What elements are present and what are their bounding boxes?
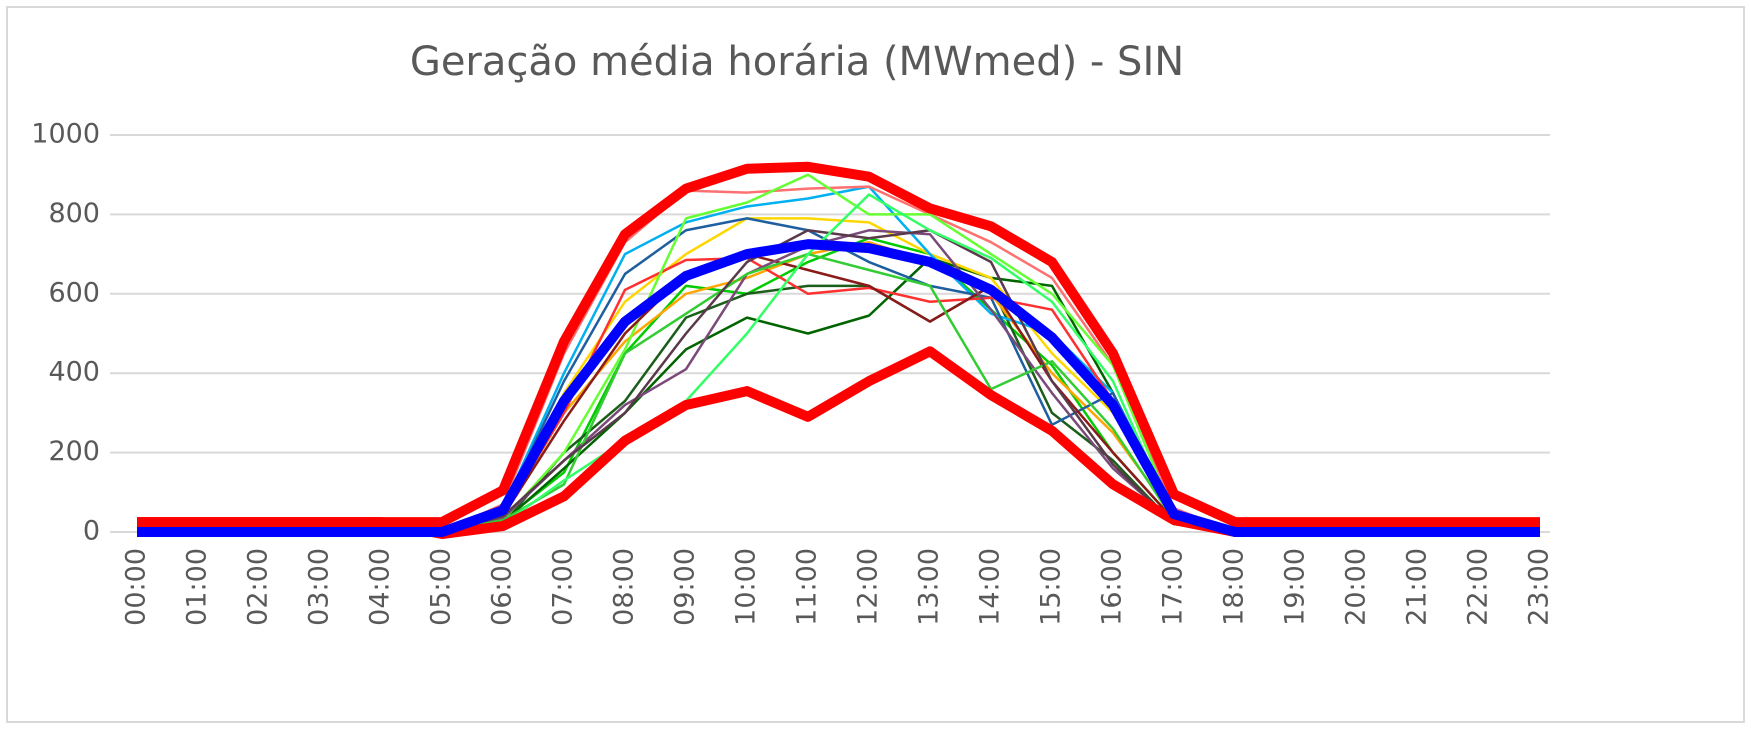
x-tick-label: 05:00 — [426, 548, 457, 626]
x-tick-label: 13:00 — [914, 548, 945, 626]
x-tick-label: 00:00 — [121, 548, 152, 626]
y-tick-label: 800 — [48, 198, 100, 229]
x-tick-label: 22:00 — [1463, 548, 1494, 626]
x-tick-label: 19:00 — [1280, 548, 1311, 626]
x-tick-label: 12:00 — [853, 548, 884, 626]
x-tick-label: 10:00 — [731, 548, 762, 626]
x-tick-label: 18:00 — [1219, 548, 1250, 626]
chart-title: Geração média horária (MWmed) - SIN — [410, 39, 1184, 85]
x-tick-label: 20:00 — [1341, 548, 1372, 626]
chart-frame — [6, 6, 1745, 723]
series-line — [137, 239, 1540, 537]
y-tick-label: 200 — [48, 436, 100, 467]
x-tick-label: 07:00 — [548, 548, 579, 626]
x-tick-label: 09:00 — [670, 548, 701, 626]
x-tick-label: 23:00 — [1524, 548, 1555, 626]
x-tick-label: 21:00 — [1402, 548, 1433, 626]
y-tick-label: 600 — [48, 277, 100, 308]
x-tick-label: 06:00 — [487, 548, 518, 626]
x-tick-label: 04:00 — [365, 548, 396, 626]
x-tick-label: 08:00 — [609, 548, 640, 626]
y-tick-label: 0 — [83, 516, 100, 547]
x-tick-label: 01:00 — [182, 548, 213, 626]
x-tick-label: 14:00 — [975, 548, 1006, 626]
x-tick-label: 15:00 — [1036, 548, 1067, 626]
y-tick-label: 1000 — [31, 119, 100, 150]
x-tick-label: 03:00 — [304, 548, 335, 626]
x-tick-label: 17:00 — [1158, 548, 1189, 626]
y-tick-label: 400 — [48, 357, 100, 388]
x-tick-label: 16:00 — [1097, 548, 1128, 626]
x-tick-label: 02:00 — [243, 548, 274, 626]
x-tick-label: 11:00 — [792, 548, 823, 626]
